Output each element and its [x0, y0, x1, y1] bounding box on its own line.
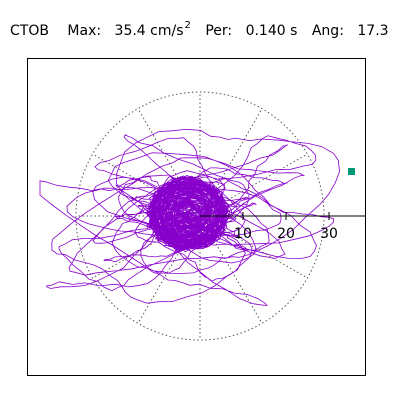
axis-tick-label: 30 — [320, 226, 338, 242]
grid-spoke — [199, 153, 308, 217]
current-position-marker — [348, 168, 355, 175]
particle-motion-trace — [39, 129, 341, 306]
grid-spoke — [199, 108, 263, 217]
period-value: 0.140 s — [245, 23, 298, 39]
max-value: 35.4 cm/s — [114, 23, 184, 39]
polar-plot: 10 20 30 — [39, 91, 365, 341]
max-unit-exponent: 2 — [184, 20, 191, 31]
max-label: Max: — [67, 23, 102, 39]
period-label: Per: — [205, 23, 233, 39]
station-code: CTOB — [10, 23, 49, 39]
axis-tick-label: 20 — [277, 226, 295, 242]
angle-value: 17.3 — [357, 23, 389, 39]
axis-tick-label: 10 — [234, 226, 252, 242]
polar-plot-frame: 10 20 30 — [27, 58, 366, 376]
angle-label: Ang: — [311, 23, 344, 39]
plot-header: CTOB Max: 35.4 cm/s2 Per: 0.140 s Ang: 1… — [10, 16, 389, 39]
